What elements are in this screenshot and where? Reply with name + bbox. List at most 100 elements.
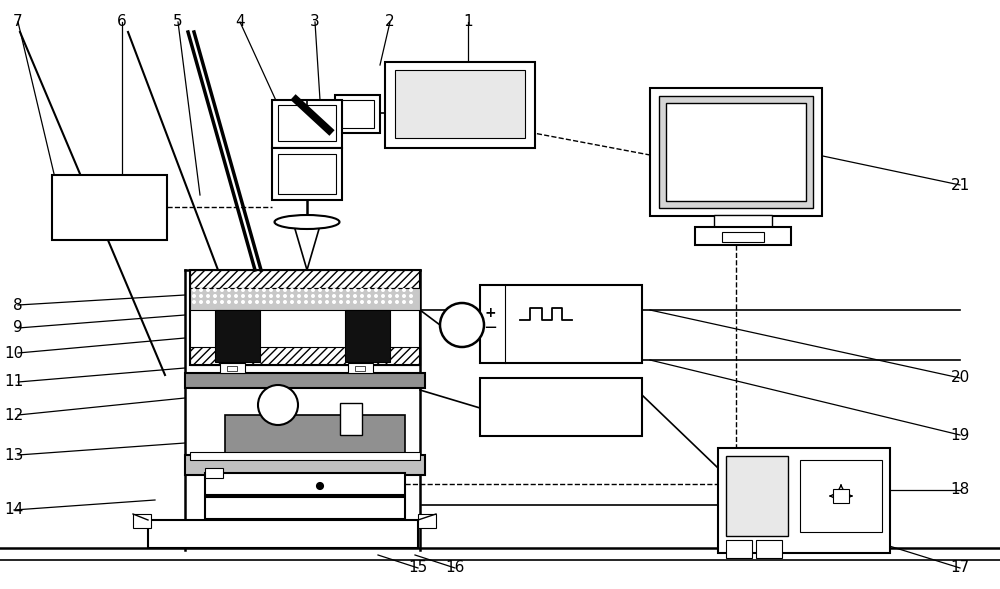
- Circle shape: [248, 288, 252, 292]
- Circle shape: [346, 288, 350, 292]
- Circle shape: [199, 300, 203, 304]
- Circle shape: [332, 288, 336, 292]
- Bar: [800, 460, 882, 532]
- Bar: [190, 288, 420, 310]
- Bar: [340, 403, 362, 435]
- Circle shape: [381, 294, 385, 298]
- Circle shape: [192, 300, 196, 304]
- Text: 19: 19: [950, 428, 970, 442]
- Circle shape: [360, 294, 364, 298]
- Circle shape: [269, 288, 273, 292]
- Bar: [666, 103, 806, 201]
- Circle shape: [262, 294, 266, 298]
- Circle shape: [360, 288, 364, 292]
- Bar: [215, 310, 260, 362]
- Circle shape: [402, 294, 406, 298]
- Circle shape: [283, 294, 287, 298]
- Bar: [220, 363, 245, 373]
- Bar: [272, 148, 342, 200]
- Circle shape: [318, 294, 322, 298]
- Circle shape: [388, 294, 392, 298]
- Circle shape: [276, 288, 280, 292]
- Bar: [480, 285, 642, 363]
- Text: 2: 2: [385, 15, 395, 29]
- Circle shape: [297, 294, 301, 298]
- Bar: [348, 363, 373, 373]
- Circle shape: [262, 300, 266, 304]
- Circle shape: [227, 288, 231, 292]
- Circle shape: [269, 300, 273, 304]
- Circle shape: [374, 288, 378, 292]
- Text: 1: 1: [463, 15, 473, 29]
- Bar: [190, 452, 420, 460]
- Circle shape: [297, 300, 301, 304]
- Circle shape: [339, 288, 343, 292]
- Bar: [148, 520, 418, 548]
- Circle shape: [290, 294, 294, 298]
- Circle shape: [206, 300, 210, 304]
- Circle shape: [381, 288, 385, 292]
- Circle shape: [290, 288, 294, 292]
- Circle shape: [304, 288, 308, 292]
- Bar: [418, 514, 436, 528]
- Circle shape: [234, 300, 238, 304]
- Circle shape: [241, 300, 245, 304]
- Circle shape: [409, 288, 413, 292]
- Circle shape: [241, 288, 245, 292]
- Circle shape: [325, 288, 329, 292]
- Circle shape: [220, 294, 224, 298]
- Circle shape: [283, 288, 287, 292]
- Text: 7: 7: [13, 15, 23, 29]
- Bar: [185, 373, 425, 388]
- Circle shape: [402, 300, 406, 304]
- Text: 16: 16: [445, 561, 465, 575]
- Circle shape: [311, 288, 315, 292]
- Circle shape: [311, 300, 315, 304]
- Text: 5: 5: [173, 15, 183, 29]
- Text: 12: 12: [4, 408, 24, 422]
- Bar: [133, 514, 151, 528]
- Circle shape: [311, 294, 315, 298]
- Circle shape: [206, 288, 210, 292]
- Circle shape: [227, 300, 231, 304]
- Bar: [190, 270, 420, 365]
- Circle shape: [339, 294, 343, 298]
- Circle shape: [402, 288, 406, 292]
- Text: 17: 17: [950, 561, 970, 575]
- Circle shape: [304, 300, 308, 304]
- Circle shape: [332, 300, 336, 304]
- Circle shape: [388, 300, 392, 304]
- Text: 15: 15: [408, 561, 428, 575]
- Circle shape: [374, 300, 378, 304]
- Bar: [227, 366, 237, 371]
- Bar: [726, 540, 752, 558]
- Text: 9: 9: [13, 320, 23, 336]
- Bar: [722, 232, 764, 242]
- Bar: [345, 310, 390, 362]
- Circle shape: [192, 294, 196, 298]
- Circle shape: [283, 300, 287, 304]
- Circle shape: [325, 294, 329, 298]
- Circle shape: [269, 294, 273, 298]
- Circle shape: [220, 300, 224, 304]
- Bar: [395, 70, 525, 138]
- Circle shape: [353, 288, 357, 292]
- Circle shape: [241, 294, 245, 298]
- Circle shape: [409, 300, 413, 304]
- Text: 21: 21: [950, 177, 970, 193]
- Circle shape: [276, 294, 280, 298]
- Circle shape: [192, 288, 196, 292]
- Circle shape: [220, 288, 224, 292]
- Bar: [205, 497, 405, 519]
- Text: +: +: [484, 306, 496, 320]
- Circle shape: [318, 288, 322, 292]
- Circle shape: [374, 294, 378, 298]
- Bar: [695, 227, 791, 245]
- Text: 18: 18: [950, 482, 970, 498]
- Bar: [272, 100, 342, 148]
- Circle shape: [395, 288, 399, 292]
- Circle shape: [255, 300, 259, 304]
- Text: 14: 14: [4, 502, 24, 518]
- Circle shape: [332, 294, 336, 298]
- Circle shape: [409, 294, 413, 298]
